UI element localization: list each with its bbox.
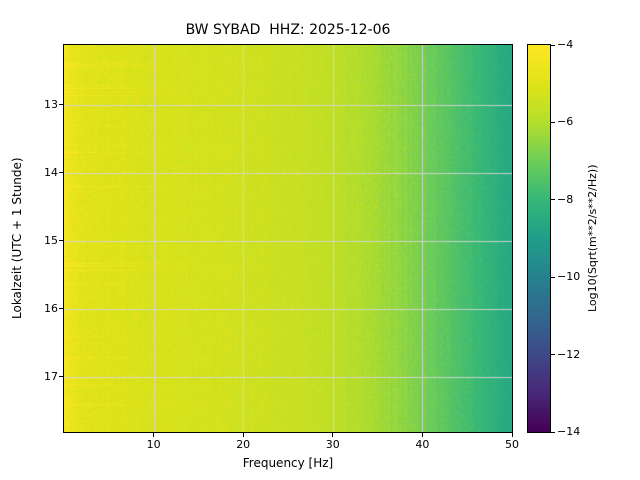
colorbar-tick-mark xyxy=(551,354,555,356)
y-tick-mark xyxy=(59,240,63,242)
y-tick-label: 16 xyxy=(44,301,58,315)
x-tick-label: 30 xyxy=(325,438,340,451)
y-tick-label: 17 xyxy=(44,369,58,383)
colorbar-tick-mark xyxy=(551,121,555,123)
y-tick-label: 14 xyxy=(44,165,58,179)
plot-title: BW SYBAD HHZ: 2025-12-06 xyxy=(185,22,391,38)
x-axis-label: Frequency [Hz] xyxy=(242,456,334,470)
colorbar-tick-label: −6 xyxy=(557,115,574,129)
x-tick-label: 20 xyxy=(236,438,251,451)
y-tick-mark xyxy=(59,308,63,310)
y-tick-mark xyxy=(59,376,63,378)
colorbar-tick-label: −14 xyxy=(557,425,581,438)
y-tick-mark xyxy=(59,104,63,106)
x-tick-label: 10 xyxy=(146,438,161,451)
x-tick-label: 40 xyxy=(415,438,430,451)
colorbar-tick-mark xyxy=(551,199,555,201)
colorbar-tick-mark xyxy=(551,44,555,46)
colorbar-label: Log10(Sqrt(m**2/s**2/Hz)) xyxy=(586,164,599,313)
y-axis-label: Lokalzeit (UTC + 1 Stunde) xyxy=(10,157,24,320)
x-tick-mark xyxy=(511,433,513,437)
colorbar-canvas xyxy=(527,44,551,433)
colorbar-tick-label: −10 xyxy=(557,270,581,284)
x-tick-mark xyxy=(421,433,423,437)
x-tick-mark xyxy=(332,433,334,437)
colorbar-tick-mark xyxy=(551,431,555,433)
y-tick-label: 15 xyxy=(44,233,58,247)
colorbar-tick-label: −12 xyxy=(557,347,581,361)
x-tick-label: 50 xyxy=(505,438,519,451)
x-tick-mark xyxy=(153,433,155,437)
spectrogram-heatmap-canvas xyxy=(63,44,513,433)
y-tick-mark xyxy=(59,172,63,174)
colorbar-tick-label: −8 xyxy=(557,192,574,206)
y-tick-label: 13 xyxy=(44,97,58,111)
colorbar-tick-label: −4 xyxy=(557,38,574,51)
x-tick-mark xyxy=(242,433,244,437)
colorbar-tick-mark xyxy=(551,276,555,278)
